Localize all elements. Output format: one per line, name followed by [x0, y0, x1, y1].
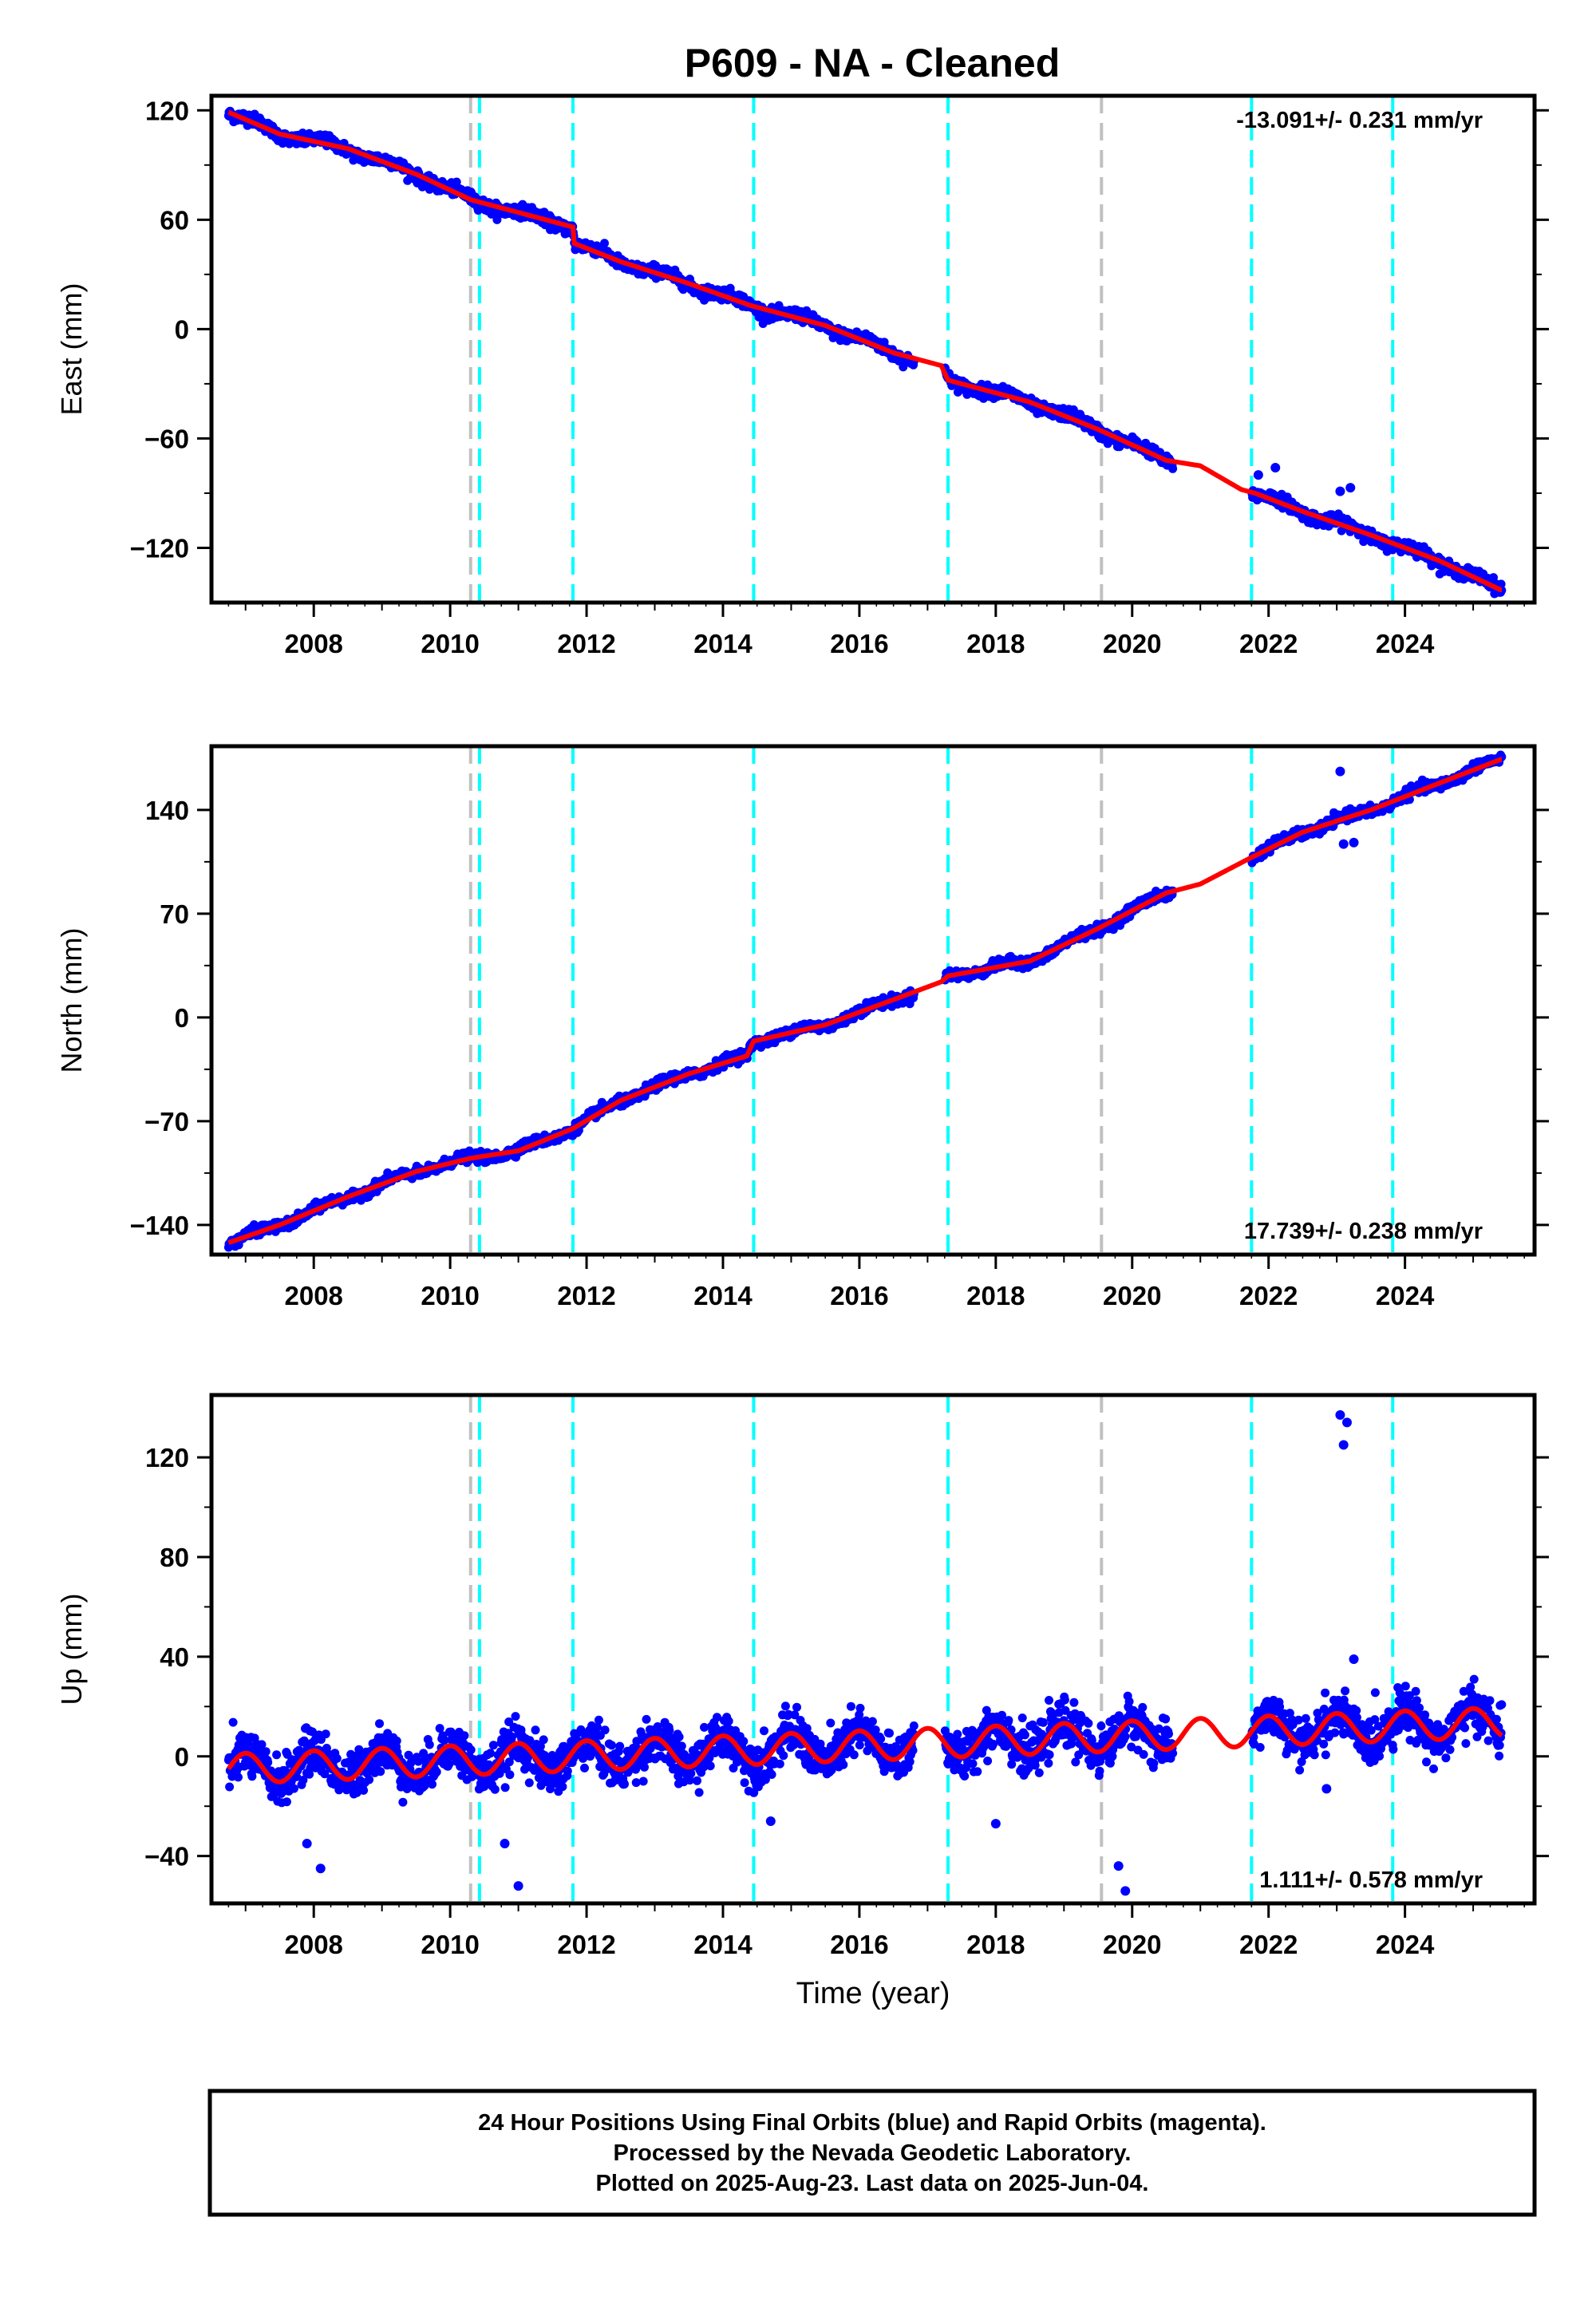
east-ytick-label: 120: [145, 96, 189, 125]
east-ytick-label: 60: [160, 205, 189, 235]
north-ytick-label: −140: [130, 1211, 189, 1240]
east-position-point: [600, 239, 609, 248]
east-model-curve: [227, 109, 1502, 592]
north-outlier-point: [1335, 766, 1345, 777]
north-xtick-label: 2010: [421, 1281, 479, 1310]
north-ytick-label: −70: [144, 1107, 189, 1136]
north-panel: 140 70 0 −70 −140 2008 2010 2012 2014 2016 2018 202…: [55, 744, 1549, 1310]
up-position-point: [263, 1757, 273, 1767]
up-position-point: [289, 1784, 298, 1793]
north-ytick-label: 70: [160, 899, 189, 929]
up-position-point: [272, 1750, 282, 1760]
east-ytick-label: −60: [144, 424, 189, 453]
east-xtick-label: 2014: [693, 629, 753, 658]
east-rate-label: -13.091+/- 0.231 mm/yr: [1236, 108, 1483, 133]
up-position-dots: [223, 1674, 1507, 1808]
east-position-point: [452, 177, 461, 187]
north-xtick-label: 2008: [284, 1281, 342, 1310]
north-ytick-label: 0: [175, 1003, 189, 1033]
up-position-point: [261, 1747, 271, 1757]
east-outlier-point: [1270, 462, 1281, 472]
north-ylabel: North (mm): [55, 928, 88, 1073]
east-outlier-point: [1345, 483, 1356, 493]
east-position-point: [953, 387, 962, 397]
north-xtick-label: 2022: [1239, 1281, 1298, 1310]
up-plot-area: [223, 1395, 1507, 1903]
east-ytick-label: 0: [175, 314, 189, 344]
up-position-point: [228, 1717, 238, 1727]
north-position-dots: [223, 750, 1507, 1252]
east-ytick-label: −120: [130, 533, 189, 563]
east-xtick-label: 2020: [1103, 629, 1161, 658]
north-outlier-point: [1349, 837, 1359, 848]
figure-title: P609 - NA - Cleaned: [685, 41, 1061, 85]
east-position-point: [1168, 464, 1178, 473]
up-position-point: [282, 1797, 291, 1807]
north-plot-area: [223, 746, 1507, 1255]
north-outlier-point: [1338, 839, 1349, 849]
east-xtick-label: 2022: [1239, 629, 1298, 658]
north-xtick-label: 2016: [830, 1281, 888, 1310]
east-xtick-label: 2024: [1376, 629, 1435, 658]
east-plot-area: [223, 96, 1507, 603]
north-rate-label: 17.739+/- 0.238 mm/yr: [1244, 1219, 1483, 1244]
east-outlier-point: [1253, 470, 1263, 480]
east-outlier-point: [1335, 486, 1345, 496]
east-xtick-label: 2018: [966, 629, 1025, 658]
north-xtick-label: 2020: [1103, 1281, 1161, 1310]
east-frame: [209, 93, 1537, 605]
north-xtick-label: 2024: [1376, 1281, 1435, 1310]
north-xtick-label: 2018: [966, 1281, 1025, 1310]
up-position-point: [225, 1782, 235, 1792]
east-xtick-label: 2016: [830, 629, 888, 658]
north-xtick-label: 2014: [693, 1281, 753, 1310]
east-xtick-label: 2008: [284, 629, 342, 658]
east-ylabel: East (mm): [55, 283, 88, 416]
east-xtick-label: 2010: [421, 629, 479, 658]
east-xtick-label: 2012: [557, 629, 615, 658]
up-position-point: [234, 1773, 243, 1782]
north-ytick-label: 140: [145, 796, 189, 825]
east-position-dots: [223, 106, 1507, 599]
north-xtick-label: 2012: [557, 1281, 615, 1310]
east-panel: 120 60 0 −60 −120 2008 2010 2012 2014 2016 2018 202…: [55, 93, 1549, 658]
